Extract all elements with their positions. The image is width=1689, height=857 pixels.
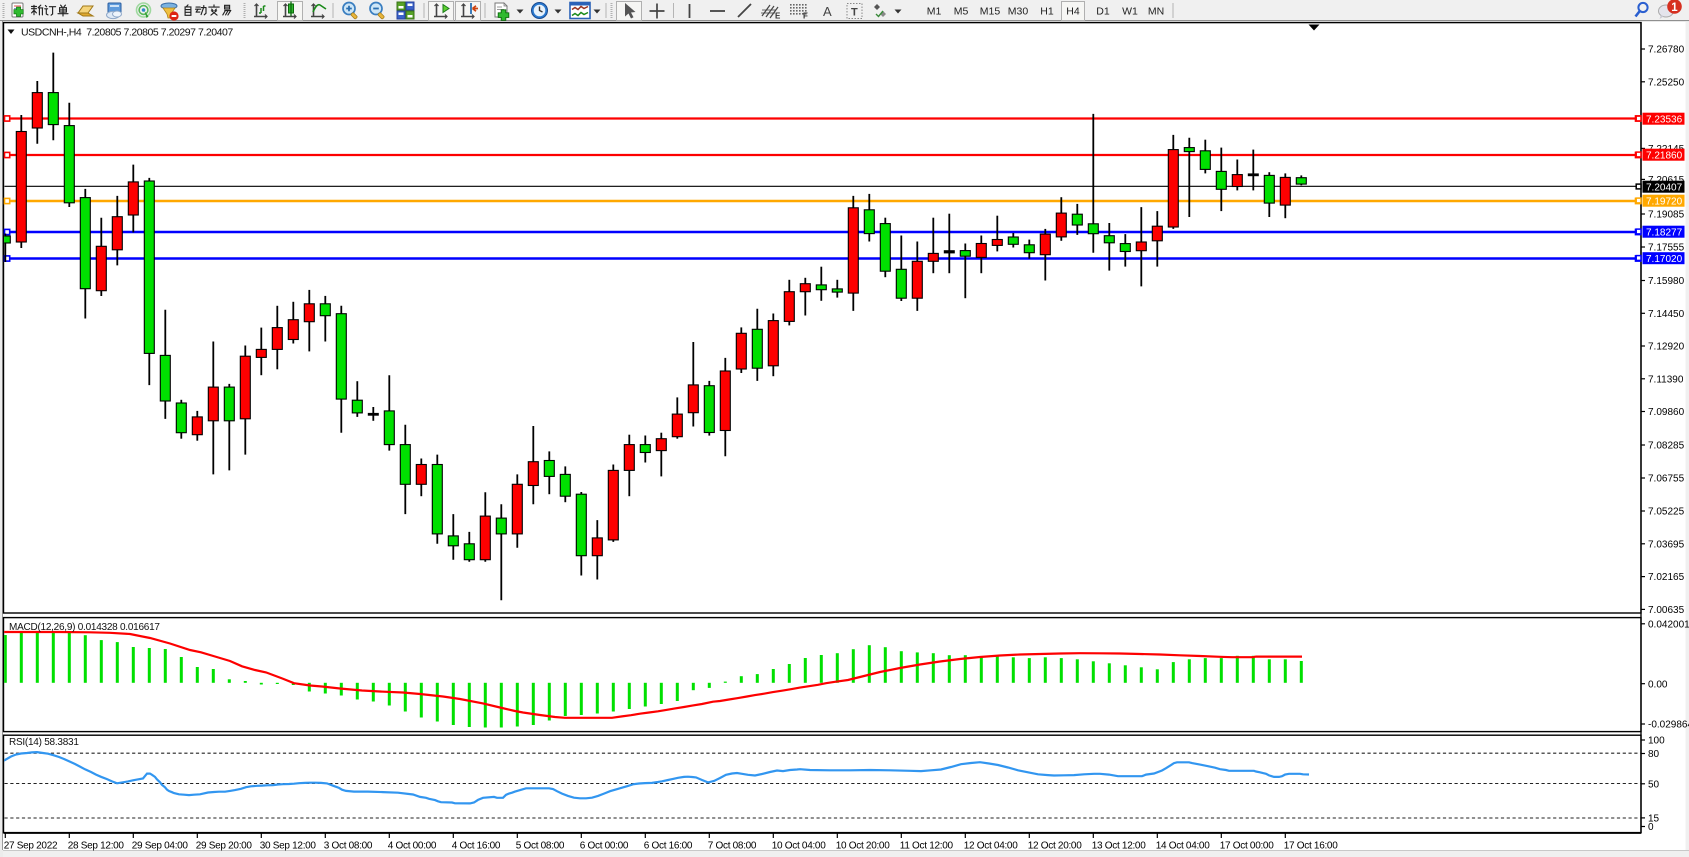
svg-text:7.17555: 7.17555 — [1648, 243, 1685, 254]
svg-text:7.11390: 7.11390 — [1648, 374, 1684, 385]
svg-text:0: 0 — [1648, 822, 1654, 833]
svg-text:H1: H1 — [1040, 6, 1054, 18]
svg-text:80: 80 — [1648, 749, 1660, 760]
svg-text:M1: M1 — [927, 6, 942, 18]
svg-text:7.06755: 7.06755 — [1648, 474, 1685, 485]
svg-text:7.23536: 7.23536 — [1646, 114, 1683, 125]
svg-text:11 Oct 12:00: 11 Oct 12:00 — [900, 841, 954, 852]
svg-text:15: 15 — [1648, 814, 1660, 825]
svg-text:D1: D1 — [1096, 6, 1110, 18]
svg-text:17 Oct 16:00: 17 Oct 16:00 — [1284, 841, 1338, 852]
svg-text:7.14450: 7.14450 — [1648, 309, 1685, 320]
svg-text:H4: H4 — [1066, 6, 1080, 18]
svg-text:7.12920: 7.12920 — [1648, 342, 1685, 353]
svg-text:50: 50 — [1648, 779, 1660, 790]
svg-text:M5: M5 — [954, 6, 969, 18]
svg-text:7.17020: 7.17020 — [1646, 254, 1683, 265]
svg-text:M15: M15 — [980, 6, 1001, 18]
svg-text:4 Oct 16:00: 4 Oct 16:00 — [452, 841, 501, 852]
svg-text:MACD(12,26,9) 0.014328 0.01661: MACD(12,26,9) 0.014328 0.016617 — [9, 622, 160, 633]
svg-text:30 Sep 12:00: 30 Sep 12:00 — [260, 841, 317, 852]
svg-text:10 Oct 04:00: 10 Oct 04:00 — [772, 841, 826, 852]
svg-text:0.00: 0.00 — [1648, 679, 1668, 690]
svg-text:T: T — [851, 7, 858, 19]
svg-text:7.25250: 7.25250 — [1648, 77, 1685, 88]
svg-text:7.00635: 7.00635 — [1648, 605, 1685, 616]
svg-text:E: E — [775, 12, 781, 21]
svg-text:3 Oct 08:00: 3 Oct 08:00 — [324, 841, 373, 852]
svg-text:A: A — [823, 4, 832, 19]
svg-text:-0.029864: -0.029864 — [1648, 720, 1689, 731]
svg-text:7.05225: 7.05225 — [1648, 507, 1685, 518]
svg-text:100: 100 — [1648, 736, 1665, 747]
svg-text:USDCNH-,H4 7.20805 7.20805 7.: USDCNH-,H4 7.20805 7.20805 7.20297 7.204… — [21, 27, 233, 39]
svg-text:6 Oct 00:00: 6 Oct 00:00 — [580, 841, 629, 852]
svg-text:7 Oct 08:00: 7 Oct 08:00 — [708, 841, 757, 852]
svg-text:14 Oct 04:00: 14 Oct 04:00 — [1156, 841, 1210, 852]
svg-text:29 Sep 20:00: 29 Sep 20:00 — [196, 841, 253, 852]
svg-text:7.21860: 7.21860 — [1646, 150, 1683, 161]
svg-text:W1: W1 — [1122, 6, 1138, 18]
svg-text:7.20615: 7.20615 — [1648, 175, 1685, 186]
svg-text:MN: MN — [1148, 6, 1164, 18]
svg-text:12 Oct 04:00: 12 Oct 04:00 — [964, 841, 1018, 852]
svg-text:29 Sep 04:00: 29 Sep 04:00 — [132, 841, 189, 852]
svg-text:13 Oct 12:00: 13 Oct 12:00 — [1092, 841, 1146, 852]
svg-text:7.02165: 7.02165 — [1648, 572, 1685, 583]
svg-text:M30: M30 — [1008, 6, 1029, 18]
svg-text:7.18277: 7.18277 — [1646, 227, 1683, 238]
svg-text:7.19720: 7.19720 — [1646, 196, 1683, 207]
svg-text:27 Sep 2022: 27 Sep 2022 — [4, 841, 58, 852]
svg-text:6 Oct 16:00: 6 Oct 16:00 — [644, 841, 693, 852]
svg-text:7.15980: 7.15980 — [1648, 276, 1685, 287]
svg-text:7.09860: 7.09860 — [1648, 407, 1685, 418]
svg-text:7.20407: 7.20407 — [1646, 182, 1683, 193]
svg-text:F: F — [803, 12, 808, 21]
svg-text:12 Oct 20:00: 12 Oct 20:00 — [1028, 841, 1082, 852]
svg-text:1: 1 — [1671, 2, 1678, 14]
svg-text:28 Sep 12:00: 28 Sep 12:00 — [68, 841, 125, 852]
svg-text:0.042001: 0.042001 — [1648, 619, 1689, 630]
svg-text:7.19085: 7.19085 — [1648, 210, 1685, 221]
svg-text:5 Oct 08:00: 5 Oct 08:00 — [516, 841, 565, 852]
svg-text:7.26780: 7.26780 — [1648, 45, 1685, 56]
svg-text:7.03695: 7.03695 — [1648, 539, 1685, 550]
svg-text:17 Oct 00:00: 17 Oct 00:00 — [1220, 841, 1274, 852]
svg-text:10 Oct 20:00: 10 Oct 20:00 — [836, 841, 890, 852]
svg-text:RSI(14) 58.3831: RSI(14) 58.3831 — [9, 737, 79, 748]
svg-text:4 Oct 00:00: 4 Oct 00:00 — [388, 841, 437, 852]
svg-text:7.08285: 7.08285 — [1648, 441, 1685, 452]
